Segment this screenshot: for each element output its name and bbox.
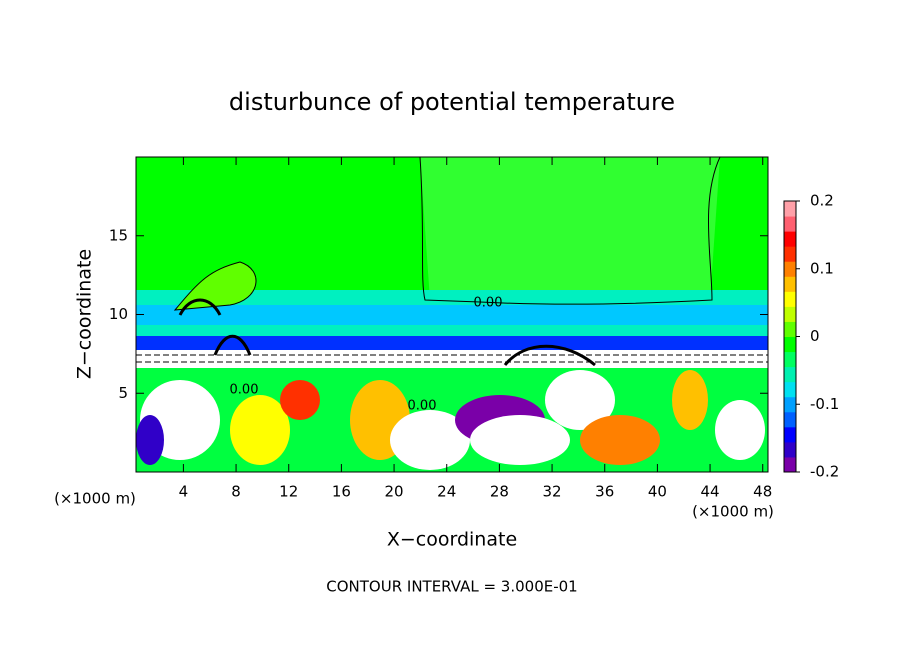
- field: [136, 156, 768, 472]
- colorbar-tick-label: -0.1: [810, 395, 839, 413]
- blob: [470, 415, 570, 465]
- contour-label: 0.00: [408, 399, 437, 414]
- x-tick-label: 40: [648, 483, 667, 501]
- field-band: [136, 350, 768, 368]
- contour-label: 0.00: [230, 383, 259, 398]
- colorbar-cell: [784, 261, 796, 277]
- colorbar-cell: [784, 456, 796, 473]
- blob: [545, 370, 615, 430]
- x-tick-label: 28: [490, 483, 509, 501]
- colorbar-cell: [784, 381, 796, 398]
- colorbar-cell: [784, 426, 796, 443]
- chart-title: disturbunce of potential temperature: [229, 88, 675, 116]
- colorbar-tick-label: 0.2: [810, 192, 834, 210]
- colorbar-tick-label: 0: [810, 327, 820, 345]
- y-axis-label: Z−coordinate: [74, 249, 96, 379]
- blob: [230, 395, 290, 465]
- colorbar-tick-label: -0.2: [810, 463, 839, 481]
- x-tick-label: 8: [231, 483, 241, 501]
- x-tick-label: 36: [595, 483, 614, 501]
- colorbar-cell: [784, 366, 796, 383]
- contour-line: [419, 156, 721, 305]
- colorbar-cell: [784, 201, 796, 217]
- y-tick-label: 10: [109, 305, 128, 323]
- blob: [136, 415, 164, 465]
- blob: [280, 380, 320, 420]
- x-tick-label: 12: [279, 483, 298, 501]
- x-tick-label: 44: [701, 483, 720, 501]
- field-region: [420, 157, 720, 300]
- colorbar-cell: [784, 396, 796, 413]
- contour-line: [178, 298, 596, 367]
- colorbar-cell: [784, 306, 796, 322]
- colorbar-tick-label: 0.1: [810, 259, 834, 277]
- x-unit: (×1000 m): [54, 490, 136, 508]
- colorbar-cell: [784, 246, 796, 262]
- colorbar-cell: [784, 351, 796, 368]
- colorbar-cell: [784, 231, 796, 247]
- colorbar-cell: [784, 441, 796, 458]
- colorbar-cell: [784, 216, 796, 232]
- x-tick-label: 20: [385, 483, 404, 501]
- field-band: [136, 336, 768, 350]
- colorbar-cell: [784, 411, 796, 428]
- x-tick-label: 24: [437, 483, 456, 501]
- x-tick-label: 16: [332, 483, 351, 501]
- x-axis-label: X−coordinate: [387, 529, 517, 551]
- x-unit: (×1000 m): [692, 503, 774, 521]
- blob: [715, 400, 765, 460]
- x-tick-label: 4: [179, 483, 189, 501]
- blob: [580, 415, 660, 465]
- contour-line: [136, 354, 768, 363]
- contour-label: 0.00: [474, 296, 503, 311]
- y-tick-label: 5: [118, 384, 128, 402]
- blob: [672, 370, 708, 430]
- colorbar-cell: [784, 321, 796, 337]
- colorbar-cell: [784, 276, 796, 292]
- blob: [390, 410, 470, 470]
- field-band: [136, 305, 768, 325]
- y-tick-label: 15: [109, 226, 128, 244]
- contour-interval: CONTOUR INTERVAL = 3.000E-01: [326, 578, 577, 596]
- colorbar-cell: [784, 291, 796, 307]
- colorbar-cell: [784, 336, 796, 353]
- x-tick-label: 48: [753, 483, 772, 501]
- contour-line: [173, 261, 257, 311]
- x-tick-label: 32: [543, 483, 562, 501]
